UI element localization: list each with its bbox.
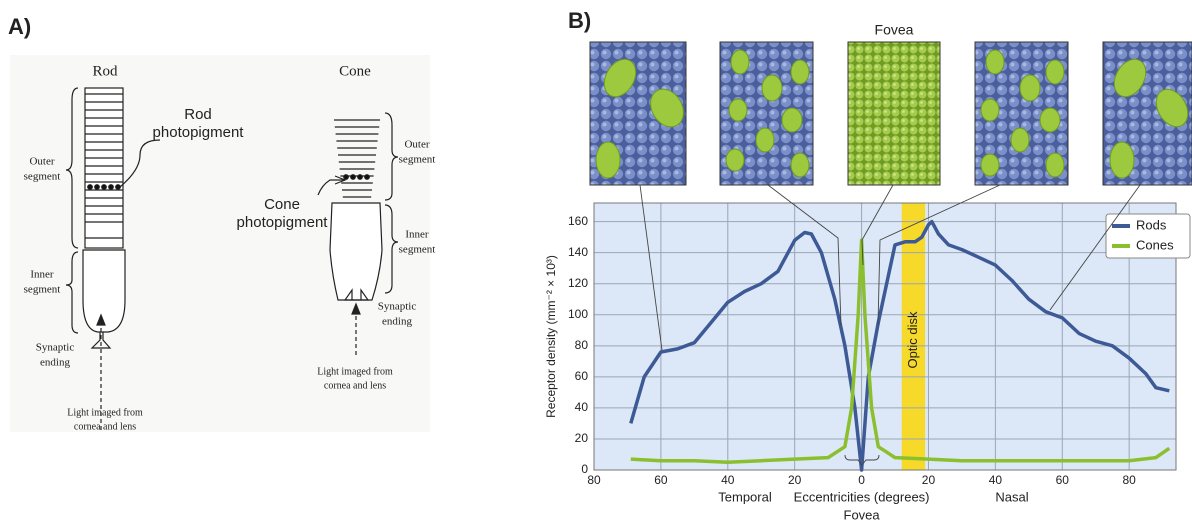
photopigment-dot bbox=[101, 184, 107, 190]
diagram-label: Synaptic bbox=[378, 301, 417, 313]
optic-disk-label: Optic disk bbox=[905, 311, 920, 369]
diagram-label: Light imaged from bbox=[67, 407, 143, 418]
plot-background bbox=[594, 203, 1176, 470]
y-tick-label: 160 bbox=[568, 214, 588, 228]
x-tick-label: 20 bbox=[922, 473, 936, 487]
diagram-label: Rod bbox=[184, 106, 212, 123]
diagram-label: photopigment bbox=[237, 214, 329, 231]
x-tick-label: 40 bbox=[989, 473, 1003, 487]
series-line bbox=[630, 238, 1171, 464]
x-tick-label: 0 bbox=[858, 473, 865, 487]
x-tick-label: 60 bbox=[1056, 473, 1070, 487]
diagram-label: Outer bbox=[29, 156, 54, 168]
photopigment-dot bbox=[343, 174, 349, 180]
x-axis-label: Eccentricities (degrees) bbox=[794, 489, 930, 504]
x-tick-label: 80 bbox=[587, 473, 601, 487]
y-tick-label: 120 bbox=[568, 276, 588, 290]
diagram-label: segment bbox=[399, 154, 436, 166]
diagram-label: ending bbox=[40, 357, 70, 369]
x-side-label: Temporal bbox=[718, 489, 772, 504]
photopigment-dot bbox=[115, 184, 121, 190]
photopigment-dot bbox=[350, 174, 356, 180]
photopigment-dot bbox=[87, 184, 93, 190]
diagram-label: Synaptic bbox=[36, 342, 75, 354]
photopigment-dot bbox=[364, 174, 370, 180]
annotation: Fovea bbox=[875, 22, 914, 38]
plot-frame bbox=[593, 202, 1177, 471]
diagram-label: photopigment bbox=[153, 124, 245, 141]
diagram-label: Inner bbox=[30, 269, 54, 281]
y-tick-label: 80 bbox=[575, 338, 589, 352]
diagram-label: ending bbox=[382, 316, 412, 328]
x-side-label: Nasal bbox=[995, 489, 1028, 504]
series-line bbox=[629, 219, 1170, 472]
y-axis-label: Receptor density (mm⁻² × 10³) bbox=[544, 255, 558, 418]
photopigment-dot bbox=[94, 184, 100, 190]
x-tick-label: 60 bbox=[654, 473, 668, 487]
mosaic-panels bbox=[589, 41, 1192, 186]
photopigment-dot bbox=[357, 174, 363, 180]
connector-lines bbox=[639, 184, 1141, 466]
plot-area: 80 60 40 20 0 20 40 60 80020406080100120140160Op… bbox=[544, 202, 1191, 522]
x-tick-label: 40 bbox=[721, 473, 735, 487]
diagram-label: Cone bbox=[264, 196, 300, 213]
diagram-label: Light imaged from bbox=[317, 366, 393, 377]
legend-label: Rods bbox=[1136, 217, 1167, 232]
y-tick-label: 0 bbox=[581, 462, 588, 476]
diagram-label: cornea and lens bbox=[74, 421, 136, 432]
y-tick-label: 100 bbox=[568, 307, 588, 321]
diagram-label: Rod bbox=[92, 63, 118, 79]
y-tick-label: 40 bbox=[575, 400, 589, 414]
optic-disk-band bbox=[901, 203, 926, 470]
diagram-label: segment bbox=[24, 284, 61, 296]
y-tick-label: 140 bbox=[568, 245, 588, 259]
diagram-label: segment bbox=[24, 171, 61, 183]
diagram-label: segment bbox=[399, 244, 436, 256]
diagram-label: Cone bbox=[339, 63, 371, 79]
x-tick-label: 20 bbox=[788, 473, 802, 487]
y-tick-label: 20 bbox=[575, 431, 589, 445]
annotation: Fovea bbox=[844, 507, 881, 522]
photopigment-dot bbox=[108, 184, 114, 190]
photoreceptor-diagram bbox=[65, 87, 399, 430]
diagram-label: cornea and lens bbox=[324, 380, 386, 391]
y-tick-label: 60 bbox=[575, 369, 589, 383]
legend-label: Cones bbox=[1136, 237, 1174, 252]
diagram-label: Outer bbox=[404, 139, 429, 151]
panel-label: A) bbox=[8, 14, 31, 39]
x-tick-label: 80 bbox=[1122, 473, 1136, 487]
panel-label: B) bbox=[568, 8, 591, 33]
diagram-label: Inner bbox=[405, 229, 429, 241]
